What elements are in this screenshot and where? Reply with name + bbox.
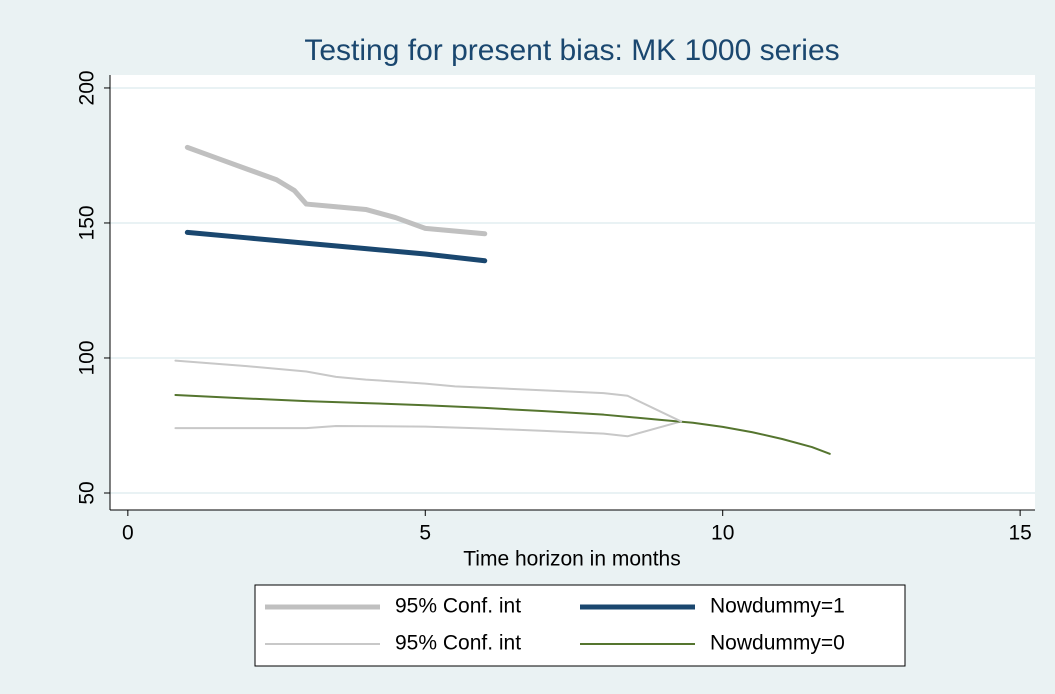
plot-area <box>110 75 1035 510</box>
line-series <box>184 144 488 237</box>
line-series <box>174 359 683 423</box>
line-series <box>184 229 488 264</box>
legend-label: 95% Conf. int <box>395 632 521 655</box>
line-series <box>174 420 683 438</box>
legend-label: Nowdummy=1 <box>710 595 845 618</box>
chart-title: Testing for present bias: MK 1000 series <box>304 34 839 67</box>
x-axis-title: Time horizon in months <box>463 548 680 571</box>
y-tick-label: 150 <box>76 205 99 240</box>
x-tick-label: 5 <box>419 522 431 545</box>
legend-label: Nowdummy=0 <box>710 632 845 655</box>
x-tick-label: 0 <box>122 522 134 545</box>
x-tick-label: 15 <box>1008 522 1031 545</box>
y-tick-label: 50 <box>76 481 99 504</box>
y-tick-label: 100 <box>76 340 99 375</box>
legend-label: 95% Conf. int <box>395 595 521 618</box>
line-series <box>174 393 831 455</box>
legend <box>254 584 906 667</box>
x-tick-label: 10 <box>711 522 734 545</box>
y-tick-label: 200 <box>76 70 99 105</box>
